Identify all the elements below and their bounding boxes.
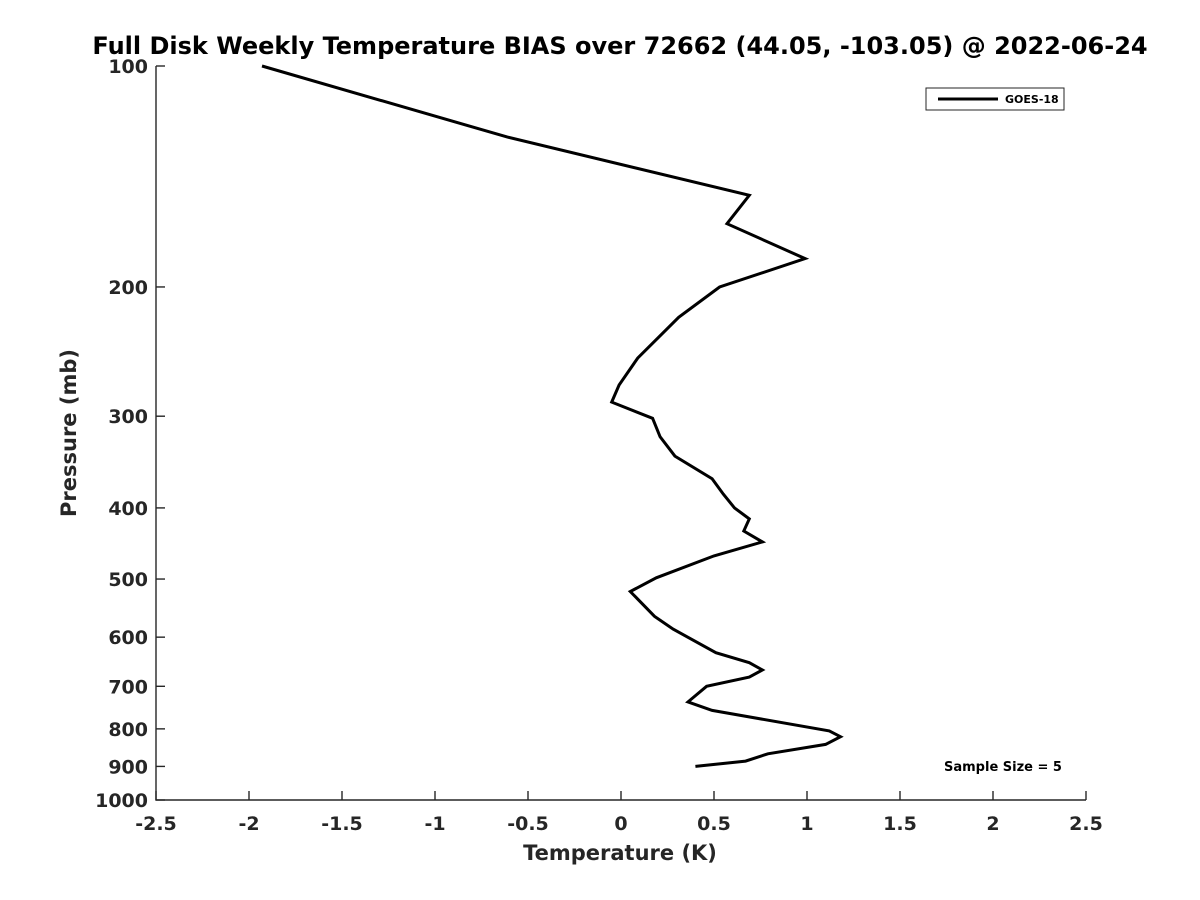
- x-tick-label: 1.5: [883, 813, 917, 835]
- chart-title: Full Disk Weekly Temperature BIAS over 7…: [92, 32, 1147, 60]
- y-tick-label: 400: [108, 498, 148, 520]
- x-tick-label: -1: [424, 813, 445, 835]
- y-axis: 100 200 300 400 500 600 700 800 900 1000: [95, 56, 165, 812]
- x-tick-label: -1.5: [321, 813, 363, 835]
- x-tick-label: 1: [800, 813, 813, 835]
- y-tick-label: 500: [108, 569, 148, 591]
- y-tick-label: 900: [108, 756, 148, 778]
- y-tick-label: 700: [108, 676, 148, 698]
- x-tick-label: 0: [614, 813, 627, 835]
- series-group: [261, 64, 844, 768]
- y-tick-label: 600: [108, 627, 148, 649]
- plot-area: -2.5 -2 -1.5 -1 -0.5 0 0.5 1 1.5 2 2.5 100 200 300 40…: [95, 56, 1103, 835]
- legend: GOES-18: [925, 87, 1065, 111]
- y-axis-label: Pressure (mb): [57, 349, 81, 517]
- x-axis-label: Temperature (K): [523, 841, 717, 865]
- y-tick-label: 800: [108, 719, 148, 741]
- x-tick-label: 2: [986, 813, 999, 835]
- y-tick-label: 100: [108, 56, 148, 78]
- x-tick-label: 0.5: [697, 813, 731, 835]
- y-tick-label: 200: [108, 277, 148, 299]
- series-line-goes-18: [261, 64, 844, 768]
- x-tick-label: -0.5: [507, 813, 549, 835]
- y-tick-label: 1000: [95, 790, 148, 812]
- y-tick-label: 300: [108, 406, 148, 428]
- sample-size-annotation: Sample Size = 5: [944, 760, 1062, 775]
- x-tick-label: 2.5: [1069, 813, 1103, 835]
- x-tick-label: -2: [238, 813, 259, 835]
- x-tick-label: -2.5: [135, 813, 177, 835]
- x-axis: -2.5 -2 -1.5 -1 -0.5 0 0.5 1 1.5 2 2.5: [135, 791, 1103, 835]
- legend-label-goes-18: GOES-18: [1005, 93, 1059, 106]
